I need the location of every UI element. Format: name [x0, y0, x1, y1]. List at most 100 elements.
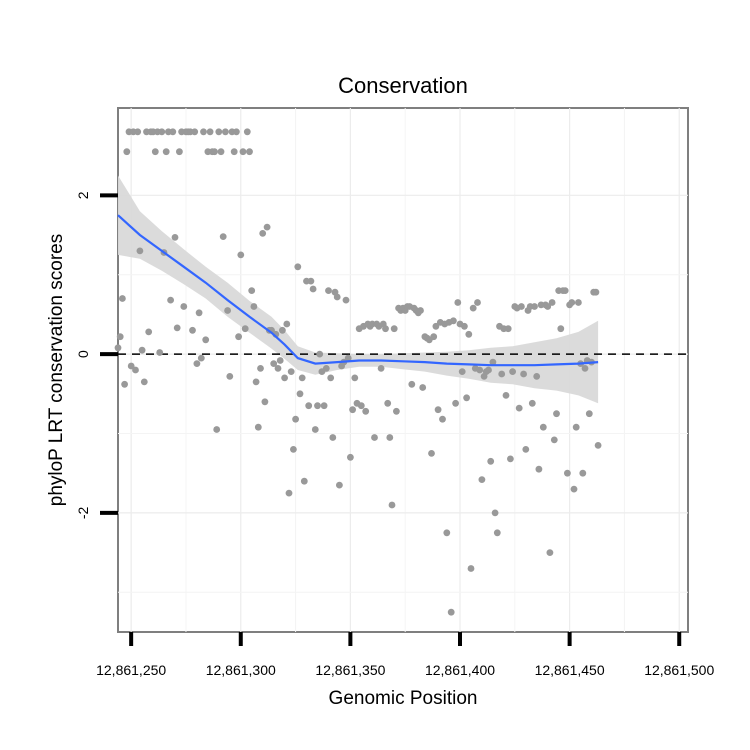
data-point: [134, 128, 142, 136]
data-point: [487, 457, 495, 465]
data-point: [469, 304, 477, 312]
data-point: [259, 230, 267, 237]
data-point: [564, 469, 571, 477]
data-point: [292, 415, 299, 423]
data-point: [281, 374, 288, 382]
data-point: [452, 399, 459, 407]
data-point: [362, 407, 370, 415]
data-point: [581, 365, 589, 372]
data-point: [270, 360, 278, 367]
data-point: [296, 390, 304, 398]
data-point: [285, 489, 293, 497]
data-point: [195, 309, 203, 317]
data-point: [476, 366, 484, 374]
data-point: [515, 404, 523, 412]
chart-title: Conservation: [338, 73, 468, 98]
data-point: [300, 477, 308, 485]
data-point: [230, 148, 238, 156]
data-point: [276, 357, 284, 364]
data-point: [579, 469, 587, 477]
data-point: [535, 465, 543, 473]
data-point: [491, 509, 499, 517]
data-point: [428, 450, 435, 457]
data-point: [274, 365, 282, 372]
data-point: [333, 293, 341, 301]
data-point: [393, 407, 400, 415]
data-point: [138, 346, 146, 354]
data-point: [176, 148, 183, 156]
data-point: [594, 442, 602, 449]
data-point: [287, 368, 295, 375]
y-tick-label: -2: [75, 506, 91, 519]
data-point: [127, 362, 135, 370]
data-point: [382, 325, 389, 333]
data-point: [478, 476, 486, 483]
data-point: [136, 247, 144, 255]
data-point: [263, 223, 271, 231]
data-point: [544, 303, 552, 310]
data-point: [123, 148, 131, 156]
data-point: [351, 374, 359, 382]
x-tick-label: 12,861,450: [535, 662, 605, 678]
data-point: [325, 287, 332, 294]
data-point: [568, 299, 576, 306]
data-point: [162, 148, 170, 156]
x-axis-title: Genomic Position: [329, 688, 478, 709]
y-tick-label: 2: [75, 191, 91, 199]
data-point: [408, 380, 416, 388]
data-point: [215, 128, 223, 136]
data-point: [465, 330, 473, 338]
data-point: [279, 326, 286, 334]
data-point: [243, 128, 251, 136]
data-point: [156, 349, 164, 356]
data-point: [344, 354, 352, 362]
data-point: [447, 608, 455, 616]
data-point: [320, 402, 328, 410]
data-point: [191, 128, 199, 136]
x-tick-label: 12,861,250: [96, 662, 166, 678]
data-point: [171, 234, 179, 241]
data-point: [329, 434, 337, 441]
data-point: [467, 565, 475, 572]
smooth-fit-line: [117, 214, 599, 367]
data-point: [357, 402, 365, 410]
data-point: [327, 374, 335, 382]
data-point: [189, 326, 196, 334]
data-point: [252, 378, 260, 386]
data-point: [522, 446, 530, 453]
data-point: [572, 423, 580, 431]
data-point: [390, 325, 398, 333]
data-point: [145, 328, 153, 336]
data-point: [193, 360, 201, 367]
data-point: [336, 481, 343, 489]
data-point: [257, 365, 264, 372]
y-axis-title: phyloP LRT conservation scores: [46, 234, 67, 507]
data-point: [169, 128, 177, 136]
data-point: [575, 299, 582, 306]
data-point: [254, 423, 262, 431]
data-point: [388, 501, 396, 509]
data-point: [485, 366, 492, 374]
data-point: [311, 426, 319, 433]
data-point: [550, 436, 558, 444]
data-point: [419, 384, 427, 391]
data-point: [309, 285, 317, 293]
data-point: [290, 446, 297, 453]
data-point: [454, 299, 462, 306]
data-point: [463, 394, 470, 402]
data-point: [180, 303, 188, 310]
data-point: [219, 233, 227, 241]
data-point: [217, 148, 225, 156]
data-point: [222, 128, 229, 136]
data-point: [432, 322, 440, 330]
data-point: [241, 325, 249, 333]
data-point: [114, 344, 122, 352]
data-point: [235, 333, 243, 341]
data-point: [294, 263, 302, 271]
data-point: [349, 406, 356, 414]
data-point: [371, 434, 378, 441]
data-point: [434, 406, 442, 414]
data-point: [224, 307, 232, 314]
data-point: [246, 148, 253, 156]
